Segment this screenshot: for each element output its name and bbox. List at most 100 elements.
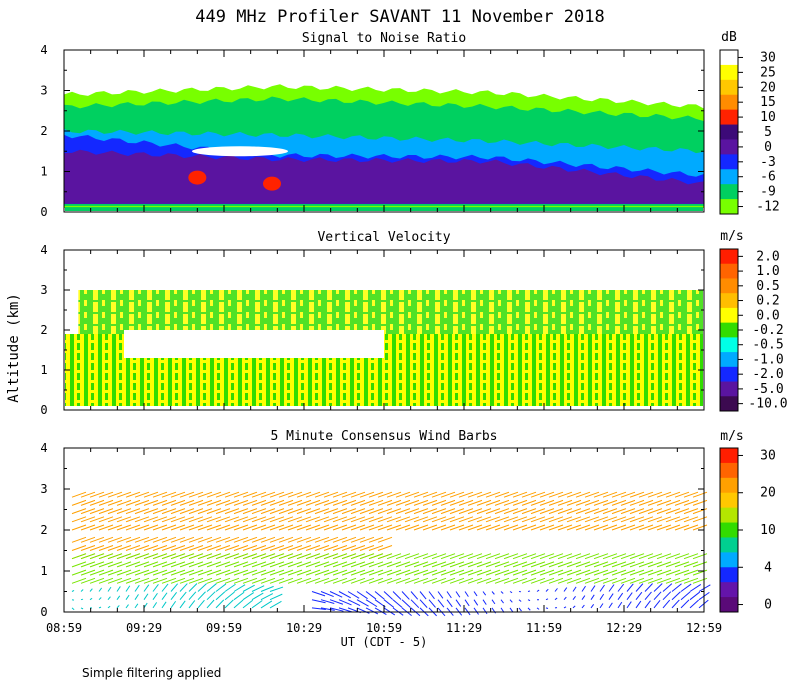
wind-barb	[89, 588, 93, 592]
wind-barb	[629, 516, 645, 523]
wind-barb	[188, 600, 196, 609]
wind-barb	[419, 591, 427, 600]
wind-barb	[341, 536, 357, 543]
wind-barb	[467, 569, 483, 576]
wind-barb	[278, 536, 294, 543]
wind-barb	[557, 553, 573, 560]
wind-barb	[197, 491, 213, 498]
wind-barb	[152, 536, 168, 543]
wind-barb	[566, 516, 582, 523]
wind-barb	[296, 553, 312, 560]
wind-barb	[350, 508, 366, 515]
wind-barb	[647, 524, 663, 531]
colorbar-label: 20	[760, 486, 776, 501]
wind-barb	[179, 499, 195, 506]
colorbar-swatch	[720, 507, 738, 523]
wind-barb	[539, 577, 555, 584]
wind-barb	[518, 599, 522, 602]
wind-barb	[458, 508, 474, 515]
wind-barb	[509, 599, 513, 603]
wind-barb	[617, 592, 624, 600]
wind-barb	[296, 524, 312, 531]
wind-barb	[494, 508, 510, 515]
wind-barb	[683, 553, 699, 560]
wind-barb	[98, 561, 114, 568]
wind-barb	[395, 499, 411, 506]
wind-barb	[467, 499, 483, 506]
wind-barb	[116, 545, 132, 551]
wind-barb	[476, 516, 492, 523]
wind-barb	[644, 583, 653, 592]
wind-barb	[419, 599, 428, 608]
y-tick-label: 1	[40, 165, 47, 179]
wind-barb	[107, 553, 123, 560]
wind-barb	[491, 591, 495, 595]
wind-barb	[368, 545, 384, 551]
wind-barb	[125, 508, 141, 515]
wind-barb	[170, 508, 186, 515]
wind-barb	[368, 491, 384, 498]
wind-barb	[170, 592, 178, 601]
wind-barb	[437, 591, 444, 599]
wind-barb	[188, 536, 204, 543]
wind-barb	[269, 553, 285, 560]
wind-barb	[386, 516, 402, 523]
wind-barb	[377, 545, 393, 551]
wind-barb	[548, 491, 564, 498]
wind-barb	[413, 508, 429, 515]
wind-barb	[233, 569, 249, 576]
wind-barb	[593, 553, 609, 560]
wind-barb	[539, 499, 555, 506]
wind-barb	[548, 499, 564, 506]
wind-barb	[527, 607, 531, 611]
wind-barb	[413, 491, 429, 498]
wind-barb	[98, 569, 114, 576]
wind-barb	[188, 591, 197, 601]
wind-barb	[656, 524, 672, 531]
colorbar-swatch	[720, 567, 738, 583]
wind-barb	[683, 499, 699, 506]
wind-barb	[386, 508, 402, 515]
wind-barb	[233, 545, 249, 551]
wind-barb	[599, 603, 604, 609]
wind-barb	[449, 491, 465, 498]
wind-barb	[89, 569, 105, 576]
wind-barb	[350, 491, 366, 498]
wind-barb	[611, 553, 627, 560]
wind-barb	[674, 508, 690, 515]
wind-barb	[242, 584, 255, 592]
wind-barb	[188, 516, 204, 523]
wind-barb	[134, 524, 150, 531]
wind-barb	[314, 508, 330, 515]
wind-barb	[530, 499, 546, 506]
wind-barb	[323, 508, 339, 515]
wind-barb	[368, 569, 384, 576]
wind-barb	[134, 569, 150, 576]
wind-barb	[179, 553, 195, 560]
wind-barb-panel: 5 Minute Consensus Wind Barbs 0 1 2 3 4 08:5…	[40, 429, 775, 649]
wind-barb	[143, 593, 149, 600]
wind-barb	[314, 553, 330, 560]
wind-barb	[563, 596, 567, 601]
wind-barb	[323, 569, 339, 576]
wind-barb	[422, 561, 438, 568]
vv-regions	[65, 250, 704, 406]
wind-barb	[347, 599, 361, 607]
wind-barb	[647, 577, 663, 584]
colorbar-label: 2.0	[756, 249, 779, 264]
wind-barb	[368, 577, 384, 584]
wind-barb	[251, 553, 267, 560]
wind-barb	[428, 599, 436, 608]
wind-barb	[617, 601, 623, 609]
wind-barb	[602, 524, 618, 531]
wind-barb	[71, 577, 87, 584]
wind-barb	[311, 599, 326, 604]
wind-barb	[494, 553, 510, 560]
x-tick-label: 10:29	[286, 621, 322, 635]
wind-barb	[197, 524, 213, 531]
wind-barb	[395, 516, 411, 523]
wind-barb	[629, 524, 645, 531]
wind-barb	[638, 569, 654, 576]
wind-barb	[242, 516, 258, 523]
wind-barb	[674, 569, 690, 576]
